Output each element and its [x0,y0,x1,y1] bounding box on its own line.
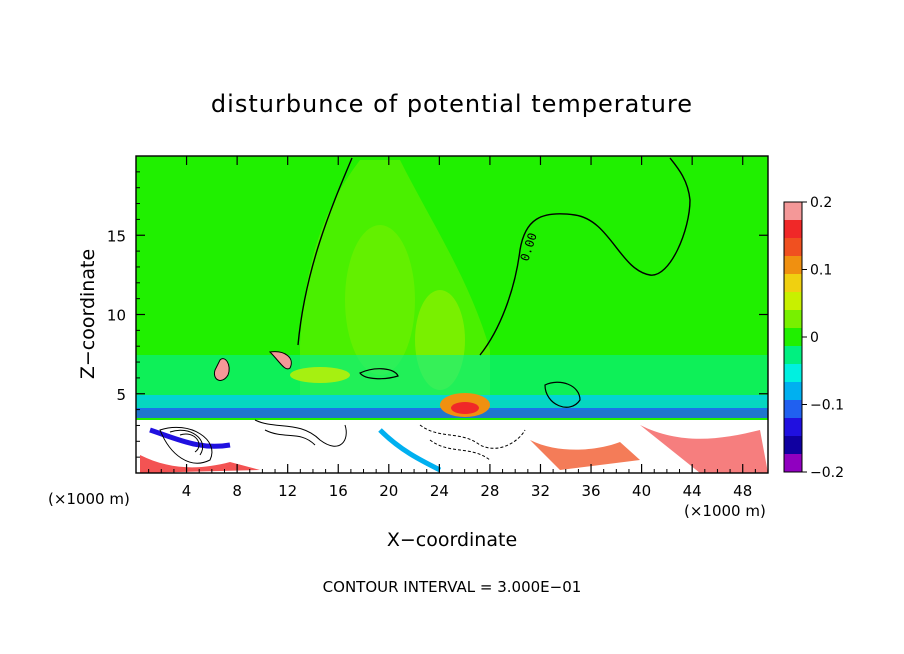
surface-cool-streak [378,428,442,473]
contour-island-2 [544,381,581,408]
surface-fragment-2 [530,440,640,470]
colorbar-swatch [784,292,802,311]
x-tick-label: 28 [480,482,499,500]
x-tick-label: 36 [581,482,600,500]
x-tick-label: 32 [531,482,550,500]
x-tick-label: 24 [430,482,449,500]
warm-core [345,225,415,375]
x-tick-label: 8 [232,482,242,500]
contour-line-right [479,157,691,356]
colorbar-swatch [784,454,802,473]
x-tick-label: 40 [632,482,651,500]
colorbar: 0.2 0.1 0 −0.1 −0.2 [784,195,844,481]
chart-title: disturbunce of potential temperature [211,90,693,118]
colorbar-tick-label: −0.1 [810,398,844,414]
colorbar-tick-label: 0.2 [810,195,832,211]
x-tick-label: 48 [733,482,752,500]
surface-layer [136,420,768,473]
contour-cluster-1 [159,426,213,464]
colorbar-swatch [784,202,802,221]
contour-cluster-3 [419,424,526,461]
colorbar-swatch [784,382,802,401]
x-axis-label: X−coordinate [387,529,517,551]
colorbar-swatch [784,274,802,293]
colorbar-swatch [784,400,802,419]
surface-cold-streak [149,427,231,449]
x-unit-left: (×1000 m) [48,490,130,508]
colorbar-swatch [784,346,802,365]
colorbar-tick-label: 0.1 [810,263,832,279]
y-tick-label: 10 [107,307,126,325]
contour-interval-note: CONTOUR INTERVAL = 3.000E−01 [323,578,582,596]
plot-field: 0.00 [136,156,768,473]
x-axis: 4 8 12 16 20 24 28 32 36 40 44 48 [148,156,756,500]
x-tick-label: 16 [329,482,348,500]
x-tick-label: 12 [278,482,297,500]
cool-band [136,355,768,400]
y-axis-label: Z−coordinate [77,249,99,379]
x-tick-label: 20 [379,482,398,500]
contour-blob [213,358,230,381]
x-unit-right: (×1000 m) [684,502,766,520]
surface-fragment-3 [640,425,768,473]
colorbar-frame [783,201,803,473]
x-tick-label: 4 [182,482,192,500]
contour-island [359,368,399,380]
colorbar-swatch [784,418,802,437]
y-axis: 5 10 15 [107,171,768,458]
colorbar-tick-label: −0.2 [810,465,844,481]
surface-fragment-1 [140,455,260,473]
colorbar-swatch [784,328,802,347]
colorbar-swatch [784,436,802,455]
colorbar-swatch [784,364,802,383]
y-tick-label: 5 [116,386,126,404]
colorbar-swatch [784,220,802,239]
hot-core [451,402,479,414]
contour-blob-2 [268,351,292,370]
colorbar-swatch [784,256,802,275]
colorbar-swatch [784,310,802,329]
y-tick-label: 15 [107,227,126,245]
colorbar-tick-label: 0 [810,330,819,346]
colorbar-swatch [784,238,802,257]
contour-line-left [297,157,353,346]
warm-blob [290,367,350,383]
x-tick-label: 44 [683,482,702,500]
contour-cluster-2 [254,419,347,447]
